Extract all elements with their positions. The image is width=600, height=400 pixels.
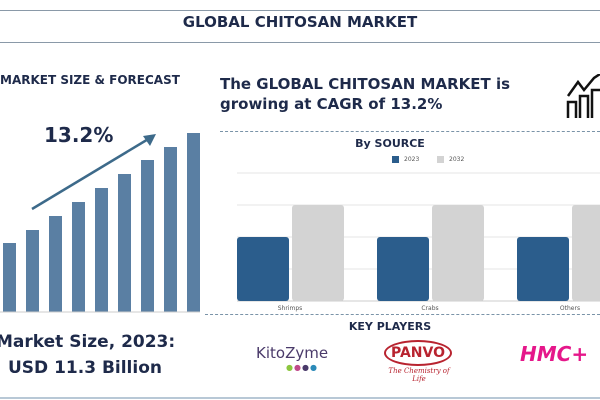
- cagr-label: 13.2%: [44, 123, 114, 147]
- bar-2031: [164, 147, 177, 312]
- trend-arrow-head: [143, 134, 156, 146]
- category-label: Shrimps: [278, 305, 303, 312]
- legend-2032: 2032: [437, 156, 464, 163]
- bar-2026: [49, 216, 62, 312]
- key-players-title: KEY PLAYERS: [348, 320, 432, 333]
- bar-others-2023: [517, 237, 569, 301]
- kitozyme-logo: KitoZyme ●●●●: [256, 344, 329, 372]
- bar-2029: [118, 174, 131, 312]
- title-rule: [0, 42, 600, 43]
- bar-shrimps-2032: [292, 205, 344, 301]
- top-rule: [0, 10, 600, 11]
- legend-label: 2023: [404, 156, 420, 163]
- divider: [205, 314, 600, 315]
- page-title: GLOBAL CHITOSAN MARKET: [182, 13, 418, 31]
- market-size-label: Market Size, 2023:: [0, 332, 176, 352]
- bar-2027: [72, 202, 85, 312]
- logo-dots: ●●●●: [286, 363, 318, 372]
- source-chart: Shrimps Crabs Others: [237, 172, 600, 312]
- logo-text: KitoZyme: [256, 344, 329, 362]
- market-size-value: USD 11.3 Billion: [8, 358, 162, 378]
- bar-2028: [95, 188, 108, 312]
- bar-crabs-2023: [377, 237, 429, 301]
- bottom-rule: [0, 397, 600, 399]
- panvo-tagline: The Chemistry of Life: [388, 367, 450, 383]
- bar-2030: [141, 160, 154, 312]
- forecast-chart: 202420252026202720282029203020312032: [0, 133, 200, 313]
- bar-2024: [3, 243, 16, 312]
- source-chart-title: By SOURCE: [355, 137, 425, 150]
- legend-2023: 2023: [392, 156, 419, 163]
- forecast-heading: MARKET SIZE & FORECAST: [0, 73, 180, 87]
- panvo-logo: PANVO: [384, 340, 452, 366]
- legend-label: 2032: [449, 156, 465, 163]
- bar-2032: [187, 133, 200, 312]
- bar-2025: [26, 230, 39, 312]
- bar-shrimps-2023: [237, 237, 289, 301]
- growth-chart-house-icon: [566, 74, 600, 118]
- trend-arrow-line: [31, 136, 151, 211]
- category-label: Others: [560, 305, 580, 312]
- hmc-logo: HMC+: [520, 342, 589, 366]
- headline: The GLOBAL CHITOSAN MARKET is growing at…: [220, 75, 511, 113]
- bar-crabs-2032: [432, 205, 484, 301]
- category-label: Crabs: [421, 305, 438, 312]
- divider: [220, 131, 600, 132]
- bar-others-2032: [572, 205, 600, 301]
